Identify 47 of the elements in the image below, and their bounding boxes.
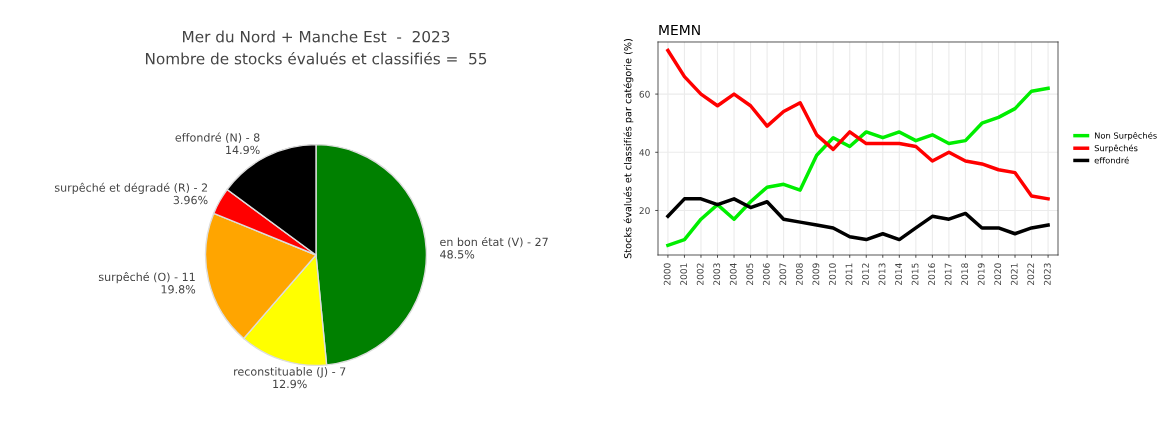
x-tick-label: 2022: [1027, 263, 1035, 285]
legend-label: effondré: [1094, 156, 1129, 164]
x-tick-label: 2012: [862, 263, 869, 285]
chart-title: MEMN: [659, 24, 700, 36]
x-tick-label: 2003: [713, 263, 721, 285]
data-label: 3.96%: [173, 195, 208, 205]
x-tick-label: 2001: [680, 263, 688, 285]
x-tick-label: 2004: [729, 263, 737, 285]
x-tick-label: 2014: [895, 263, 902, 285]
x-tick-label: 2020: [994, 263, 1002, 285]
y-tick-label: 40: [639, 149, 650, 156]
x-tick-label: 2023: [1043, 263, 1051, 285]
x-tick-label: 2005: [746, 263, 754, 285]
x-tick-label: 2015: [911, 263, 919, 285]
data-label: 48.5%: [440, 250, 475, 259]
line-series: [666, 48, 1050, 201]
legend-label: Surpêchés: [1094, 144, 1138, 153]
x-tick-label: 2011: [845, 263, 853, 285]
legend-label: Non Surpêchés: [1094, 131, 1157, 141]
x-tick-label: 2009: [812, 263, 820, 285]
y-tick-label: 60: [639, 90, 650, 98]
x-tick-label: 2000: [663, 263, 671, 285]
x-tick-label: 2002: [696, 263, 704, 285]
slice-label: reconstituable (J) - 7: [234, 367, 346, 378]
chart-subtitle: Nombre de stocks évalués et classifiés = 55: [145, 52, 487, 65]
x-tick-label: 2018: [961, 263, 969, 285]
chart-title: Mer du Nord + Manche Est - 2023: [183, 30, 450, 43]
slice-label: en bon état (V) - 27: [440, 237, 548, 248]
data-label: 14.9%: [226, 145, 260, 155]
x-tick-label: 2013: [878, 263, 886, 285]
x-tick-label: 2016: [928, 263, 935, 285]
y-axis-title: Stocks évalués et classifiés par catégorie (%): [623, 38, 634, 259]
x-tick-label: 2010: [829, 263, 836, 285]
x-tick-label: 2017: [944, 263, 952, 285]
slice-label: surpêché et dégradé (R) - 2: [54, 182, 208, 194]
slice-label: effondré (N) - 8: [175, 132, 260, 143]
x-tick-label: 2019: [977, 263, 985, 285]
data-label: 19.8%: [161, 285, 196, 294]
x-tick-label: 2008: [795, 263, 803, 285]
data-label: 12.9%: [273, 379, 307, 389]
x-tick-label: 2021: [1010, 263, 1018, 285]
x-tick-label: 2007: [779, 263, 787, 285]
x-tick-label: 2006: [762, 263, 770, 285]
line-series: [666, 86, 1050, 248]
slice-label: surpêché (O) - 11: [98, 271, 195, 284]
line-series: [666, 197, 1050, 242]
y-tick-label: 20: [639, 207, 650, 215]
